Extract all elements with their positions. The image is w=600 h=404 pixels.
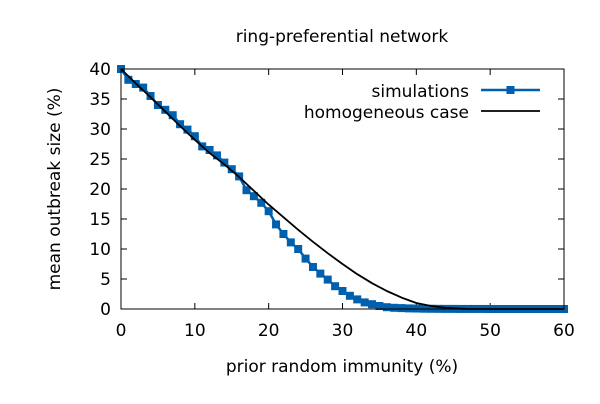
- data-point-simulations-34: [368, 300, 377, 309]
- data-point-simulations-25: [301, 254, 310, 263]
- plot-frame: [120, 68, 565, 310]
- legend-label-simulations: simulations: [372, 82, 470, 102]
- data-point-simulations-18: [249, 192, 258, 201]
- data-point-simulations-9: [183, 125, 192, 134]
- y-tick-label-5: 5: [100, 270, 111, 290]
- data-point-simulations-21: [272, 220, 281, 229]
- legend-marker-simulations: [506, 86, 515, 94]
- ticks-layer: 0 10 20 30 40 50 60 0 5 10 15 20 25 30 35 40: [89, 60, 574, 341]
- data-point-simulations-14: [220, 158, 229, 167]
- data-point-simulations-36: [382, 303, 391, 312]
- y-tick-label-20: 20: [89, 180, 111, 200]
- data-point-simulations-35: [375, 302, 384, 310]
- legend: simulations homogeneous case: [304, 82, 540, 123]
- data-point-simulations-8: [176, 120, 185, 129]
- chart-title: ring-preferential network: [236, 27, 449, 47]
- data-point-simulations-15: [227, 165, 236, 174]
- data-point-simulations-3: [139, 83, 148, 92]
- data-point-simulations-38: [397, 304, 406, 313]
- data-point-simulations-39: [404, 304, 413, 313]
- data-point-simulations-33: [360, 298, 369, 307]
- data-point-simulations-22: [279, 230, 288, 238]
- data-point-simulations-13: [212, 151, 221, 160]
- x-tick-label-10: 10: [184, 321, 206, 341]
- data-point-simulations-28: [323, 275, 332, 284]
- data-point-simulations-26: [308, 263, 317, 271]
- data-point-simulations-23: [286, 238, 295, 247]
- x-tick-label-40: 40: [406, 321, 428, 341]
- data-point-simulations-30: [338, 287, 347, 295]
- data-point-simulations-32: [353, 295, 362, 304]
- y-tick-label-15: 15: [89, 210, 111, 230]
- data-point-simulations-24: [294, 245, 303, 253]
- x-tick-label-20: 20: [258, 321, 280, 341]
- data-point-simulations-20: [264, 207, 273, 216]
- data-point-simulations-27: [316, 269, 325, 278]
- data-point-simulations-6: [161, 105, 170, 114]
- y-tick-label-30: 30: [89, 120, 111, 140]
- legend-label-homogeneous-case: homogeneous case: [304, 103, 469, 123]
- x-tick-label-30: 30: [332, 321, 354, 341]
- y-tick-label-0: 0: [100, 300, 111, 320]
- data-point-simulations-1: [124, 75, 133, 84]
- data-point-simulations-12: [205, 146, 214, 154]
- data-point-simulations-19: [257, 198, 266, 207]
- data-point-simulations-37: [390, 303, 399, 312]
- data-point-simulations-31: [345, 291, 354, 300]
- y-tick-label-35: 35: [89, 90, 111, 110]
- y-tick-label-10: 10: [89, 240, 111, 260]
- y-axis-label: mean outbreak size (%): [45, 88, 65, 291]
- x-tick-label-60: 60: [553, 321, 575, 341]
- data-point-simulations-10: [190, 132, 199, 141]
- x-tick-label-0: 0: [116, 321, 127, 341]
- data-point-simulations-29: [331, 282, 340, 291]
- y-tick-label-40: 40: [89, 60, 111, 80]
- data-point-simulations-7: [168, 111, 177, 120]
- x-tick-label-50: 50: [479, 321, 501, 341]
- x-axis-label: prior random immunity (%): [226, 357, 458, 377]
- y-tick-label-25: 25: [89, 150, 111, 170]
- data-point-simulations-17: [242, 186, 251, 195]
